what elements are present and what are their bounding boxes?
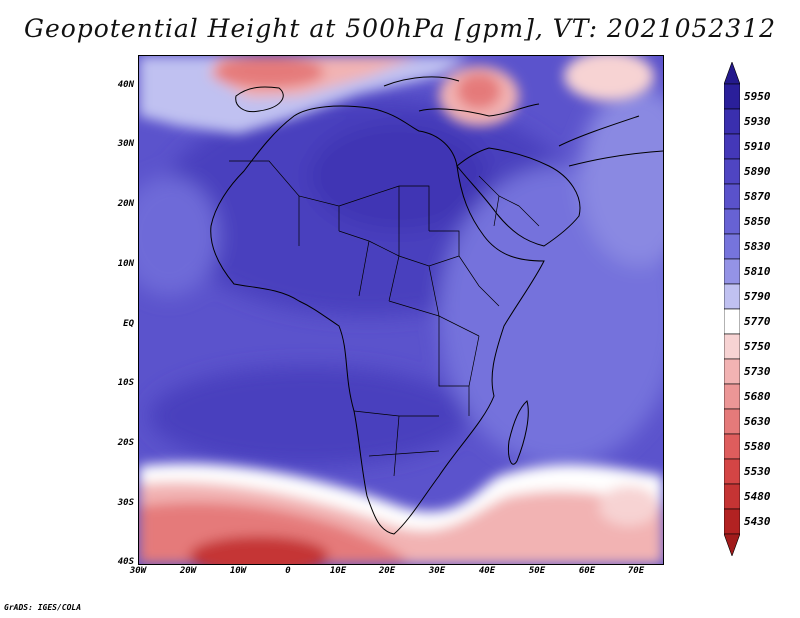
borders-arabia — [478, 175, 540, 227]
x-tick-label: 10W — [229, 566, 247, 576]
colorbar-cell — [724, 158, 740, 185]
colorbar-label: 5680 — [744, 389, 771, 403]
coast-asia — [558, 115, 663, 167]
colorbar-label: 5480 — [744, 489, 771, 503]
y-tick-label: 40N — [117, 80, 134, 90]
x-tick-label: 60E — [578, 566, 596, 576]
colorbar-cell — [724, 383, 740, 410]
colorbar-cell — [724, 433, 740, 460]
coast-madagascar — [508, 400, 529, 465]
coast-mediterranean — [383, 76, 540, 117]
field-arabia-east — [579, 86, 663, 266]
credit-text: GrADS: IGES/COLA — [4, 603, 82, 612]
field-high-south-atlantic — [149, 366, 469, 466]
colorbar-cell — [724, 308, 740, 335]
colorbar-label: 5910 — [744, 139, 771, 153]
colorbar-label: 5890 — [744, 164, 771, 178]
colorbar-label: 5810 — [744, 264, 771, 278]
chart-title: Geopotential Height at 500hPa [gpm], VT:… — [23, 14, 777, 43]
x-tick-label: 20W — [179, 566, 197, 576]
x-tick-label: 40E — [478, 566, 496, 576]
colorbar-cell — [724, 133, 740, 160]
colorbar-label: 5770 — [744, 314, 771, 328]
coast-arabia — [456, 147, 581, 247]
colorbar-cell — [724, 183, 740, 210]
colorbar-cell — [724, 108, 740, 135]
map-plot-area — [138, 55, 664, 565]
colorbar-cell — [724, 483, 740, 510]
height-field-map — [139, 56, 663, 564]
colorbar-cell — [724, 458, 740, 485]
colorbar-cell — [724, 83, 740, 110]
colorbar-label: 5790 — [744, 289, 771, 303]
field-turkey-red — [457, 73, 501, 109]
y-tick-label: 10S — [117, 378, 134, 388]
field-high-core — [309, 121, 489, 231]
colorbar-label: 5930 — [744, 114, 771, 128]
coast-iberia — [235, 86, 284, 113]
colorbar-cell — [724, 233, 740, 260]
colorbar-label: 5580 — [744, 439, 771, 453]
colorbar-cell — [724, 408, 740, 435]
y-tick-label: 30N — [117, 139, 134, 149]
x-tick-label: 70E — [627, 566, 645, 576]
x-tick-label: 30W — [129, 566, 147, 576]
colorbar-label: 5430 — [744, 514, 771, 528]
colorbar-label: 5950 — [744, 89, 771, 103]
y-tick-label: EQ — [123, 319, 134, 329]
colorbar-label: 5630 — [744, 414, 771, 428]
y-tick-label: 40S — [117, 557, 134, 567]
y-tick-label: 20S — [117, 438, 134, 448]
colorbar-label: 5530 — [744, 464, 771, 478]
y-tick-label: 10N — [117, 259, 134, 269]
colorbar-cell — [724, 258, 740, 285]
colorbar-label: 5870 — [744, 189, 771, 203]
x-tick-label: 50E — [528, 566, 546, 576]
x-tick-label: 20E — [378, 566, 396, 576]
colorbar-cell — [724, 358, 740, 385]
colorbar-cell — [724, 208, 740, 235]
colorbar-cell — [724, 283, 740, 310]
colorbar-cell — [724, 508, 740, 535]
field-ne-pink — [564, 56, 654, 101]
field-north-red — [214, 56, 324, 88]
colorbar-cell — [724, 333, 740, 360]
field-se-pink — [599, 486, 659, 526]
field-south-dark-red — [189, 536, 329, 564]
colorbar-label: 5830 — [744, 239, 771, 253]
field-atlantic-west — [139, 176, 219, 296]
colorbar-label: 5850 — [744, 214, 771, 228]
colorbar-label: 5730 — [744, 364, 771, 378]
y-tick-label: 20N — [117, 199, 134, 209]
country-borders — [229, 160, 540, 477]
colorbar-top-arrow — [724, 62, 740, 85]
borders-africa — [229, 160, 500, 477]
colorbar-label: 5750 — [744, 339, 771, 353]
x-tick-label: 0 — [285, 566, 291, 576]
y-tick-label: 30S — [117, 498, 134, 508]
x-tick-label: 30E — [428, 566, 446, 576]
colorbar-bottom-arrow — [724, 533, 740, 556]
coastlines — [210, 76, 663, 535]
colorbar — [724, 62, 740, 556]
x-tick-label: 10E — [329, 566, 347, 576]
